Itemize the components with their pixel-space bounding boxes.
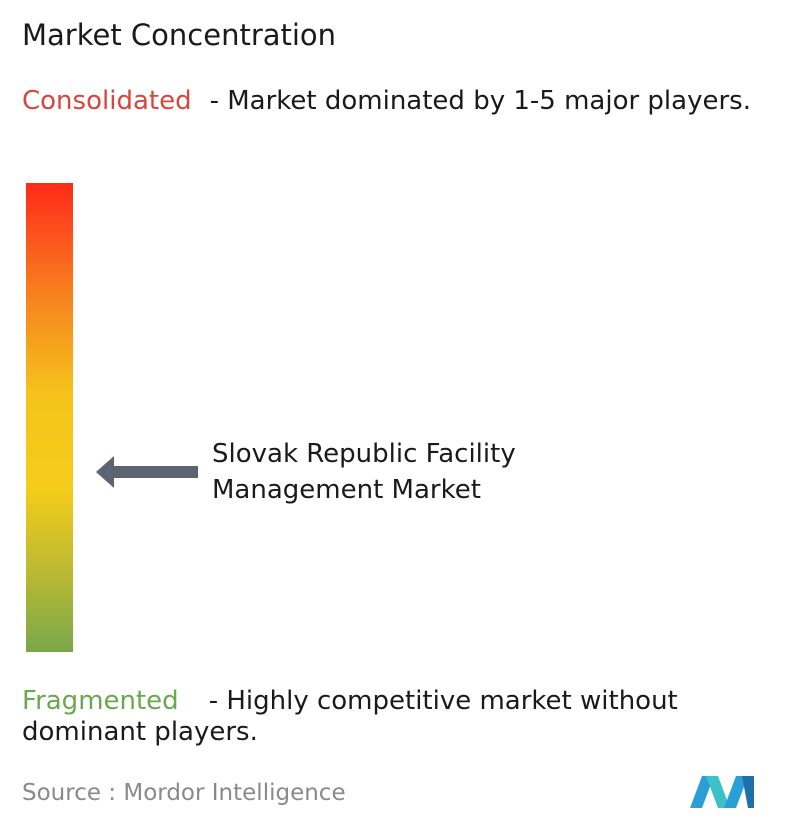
concentration-gradient	[26, 183, 73, 652]
logo-part	[724, 776, 748, 808]
marker-arrow	[96, 456, 198, 488]
marker-label: Slovak Republic Facility Management Mark…	[212, 439, 516, 505]
logo-part	[742, 776, 754, 808]
title: Market Concentration	[22, 18, 337, 52]
consolidated-description: - Market dominated by 1-5 major players.	[209, 86, 751, 116]
arrow-shape	[96, 456, 198, 488]
logo-part	[706, 776, 730, 808]
fragmented-label: Fragmented	[22, 686, 179, 716]
fragmented-legend: Fragmented - Highly competitive market wi…	[22, 686, 782, 748]
fragmented-description: - Highly competitive market without domi…	[22, 686, 678, 747]
logo-part	[690, 776, 714, 808]
consolidated-label: Consolidated	[22, 86, 192, 116]
consolidated-legend: Consolidated - Market dominated by 1-5 ma…	[22, 86, 782, 117]
source: Source : Mordor Intelligence	[22, 780, 346, 806]
logo	[690, 776, 754, 808]
